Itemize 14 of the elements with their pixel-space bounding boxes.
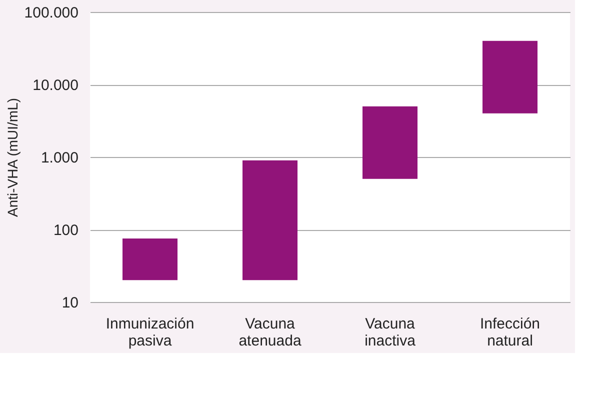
y-tick-label: 10 [62, 294, 78, 312]
x-tick-label: Vacuna atenuada [238, 316, 302, 350]
x-tick-label: Infección natural [480, 316, 540, 350]
y-tick-label: 10.000 [32, 77, 78, 94]
y-axis-title: Anti-VHA (mUI/mL) [4, 98, 20, 218]
bar [362, 106, 418, 179]
x-tick-label: Vacuna inactiva [364, 316, 416, 350]
bar [122, 238, 178, 280]
bar [482, 40, 538, 114]
y-tick-label: 100 [53, 222, 78, 239]
y-tick-label: 1.000 [40, 150, 78, 166]
y-tick-label: 100.000 [24, 4, 78, 22]
x-tick-label: Inmunización pasiva [106, 316, 194, 350]
bar [242, 160, 298, 280]
